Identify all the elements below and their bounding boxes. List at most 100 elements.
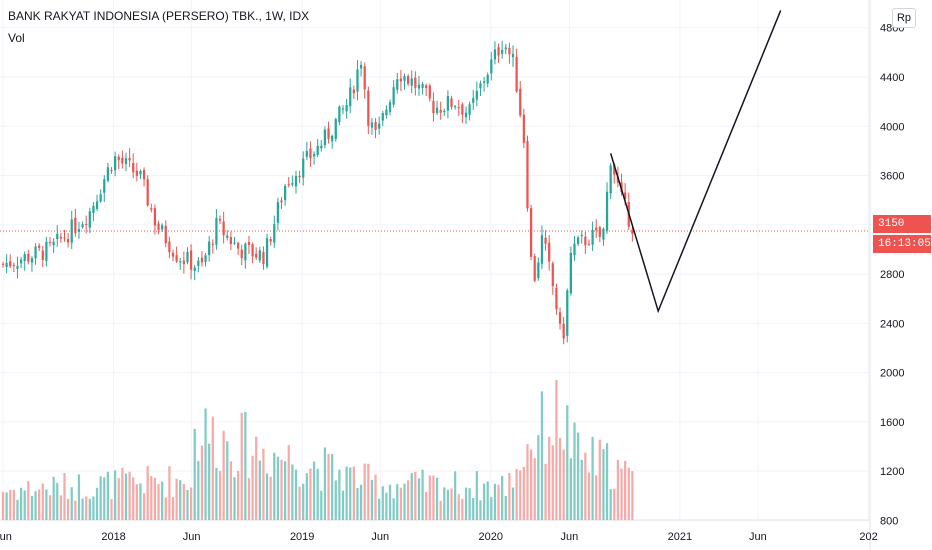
volume-bar <box>229 461 232 520</box>
candle-body <box>186 251 189 263</box>
candle-body <box>497 47 500 56</box>
volume-bar <box>385 492 388 520</box>
candle-body <box>164 225 167 244</box>
candle-body <box>403 75 406 81</box>
volume-bar <box>519 470 522 520</box>
candle-body <box>602 228 605 240</box>
candle-body <box>490 59 493 74</box>
candle-body <box>23 254 26 262</box>
candle-body <box>526 141 529 209</box>
volume-bar <box>544 463 547 520</box>
candle-body <box>475 90 478 100</box>
volume-bar <box>396 484 399 520</box>
candle-body <box>338 106 341 123</box>
candle-body <box>359 64 363 69</box>
candle-body <box>349 87 352 107</box>
volume-bar <box>457 494 460 520</box>
volume-bar <box>609 489 612 520</box>
volume-bar <box>38 489 41 520</box>
price-tick-label: 4000 <box>880 121 904 133</box>
volume-bar <box>461 498 464 520</box>
volume-bar <box>580 459 583 520</box>
volume-bar <box>175 478 178 520</box>
volume-bar <box>327 453 330 520</box>
volume-bar <box>446 489 450 520</box>
time-axis[interactable]: Jun 2018 Jun 2019 Jun 2020 Jun 2021 Jun 202 <box>0 531 878 543</box>
candle-body <box>493 49 497 60</box>
candle-body <box>1 263 5 265</box>
candle-body <box>222 221 225 236</box>
volume-bar <box>218 471 222 520</box>
candle-body <box>396 79 399 90</box>
volume-bar <box>236 470 240 520</box>
candle-body <box>269 239 272 242</box>
candle-body <box>356 69 359 92</box>
candle-body <box>486 74 489 84</box>
volume-bar <box>464 487 468 520</box>
candle-body <box>631 229 634 234</box>
volume-bar <box>526 444 529 520</box>
candle-body <box>598 227 601 237</box>
volume-bar <box>132 477 135 520</box>
price-tick-label: 2400 <box>880 318 904 330</box>
volume-bar <box>616 459 620 520</box>
volume-bar <box>406 480 410 520</box>
volume-bar <box>533 458 536 520</box>
time-tick-label: Jun <box>749 531 767 543</box>
volume-bar <box>515 468 518 520</box>
volume-bar <box>334 480 337 520</box>
volume-bar <box>602 449 605 520</box>
currency-button[interactable]: Rp <box>892 8 916 28</box>
price-tick-label: 2000 <box>880 368 904 380</box>
volume-bar <box>475 471 478 520</box>
candle-body <box>425 85 428 89</box>
candle-body <box>472 98 475 103</box>
candle-body <box>323 129 327 145</box>
price-tick-label: 2800 <box>880 269 904 281</box>
candle-body <box>161 225 164 230</box>
candle-body <box>392 87 395 105</box>
price-tick-label: 4400 <box>880 72 904 84</box>
volume-bar <box>139 483 142 520</box>
candle-body <box>117 156 120 161</box>
candle-body <box>294 175 298 187</box>
projection-line[interactable] <box>609 10 782 314</box>
volume-bar <box>265 473 269 520</box>
candle-body <box>519 88 522 116</box>
volume-bar <box>30 495 34 520</box>
volume-bar <box>157 484 160 520</box>
candle-body <box>273 223 276 243</box>
volume-indicator-label[interactable]: Vol <box>8 31 25 45</box>
volume-bar <box>186 490 189 520</box>
volume-bar <box>472 498 475 520</box>
volume-bar <box>294 469 298 520</box>
candle-body <box>52 241 55 246</box>
candle-body <box>479 83 482 89</box>
last-price-tag: 3150 <box>873 215 931 233</box>
candle-body <box>128 158 131 161</box>
candle-body <box>605 191 609 231</box>
volume-bar <box>284 461 287 520</box>
volume-bar <box>569 458 573 520</box>
volume-bar <box>59 495 62 520</box>
symbol-title[interactable]: BANK RAKYAT INDONESIA (PERSERO) TBK., 1W… <box>8 9 310 23</box>
volume-bar <box>12 489 15 520</box>
volume-bar <box>504 496 507 520</box>
candle-body <box>468 104 471 115</box>
candle-body <box>576 237 580 245</box>
price-axis[interactable]: 8001200160020002400280032003600400044004… <box>880 23 904 528</box>
volume-bar <box>566 405 569 520</box>
candle-body <box>139 170 142 175</box>
candle-body <box>305 151 308 157</box>
volume-bar <box>226 441 229 520</box>
candle-body <box>515 56 518 92</box>
candle-body <box>142 170 146 180</box>
volume-bar <box>497 484 500 520</box>
candle-body <box>417 84 421 89</box>
volume-bar <box>124 473 128 520</box>
volume-bar <box>381 486 384 520</box>
candle-body <box>428 85 431 99</box>
volume-bar <box>479 500 482 520</box>
candle-body <box>613 164 616 175</box>
